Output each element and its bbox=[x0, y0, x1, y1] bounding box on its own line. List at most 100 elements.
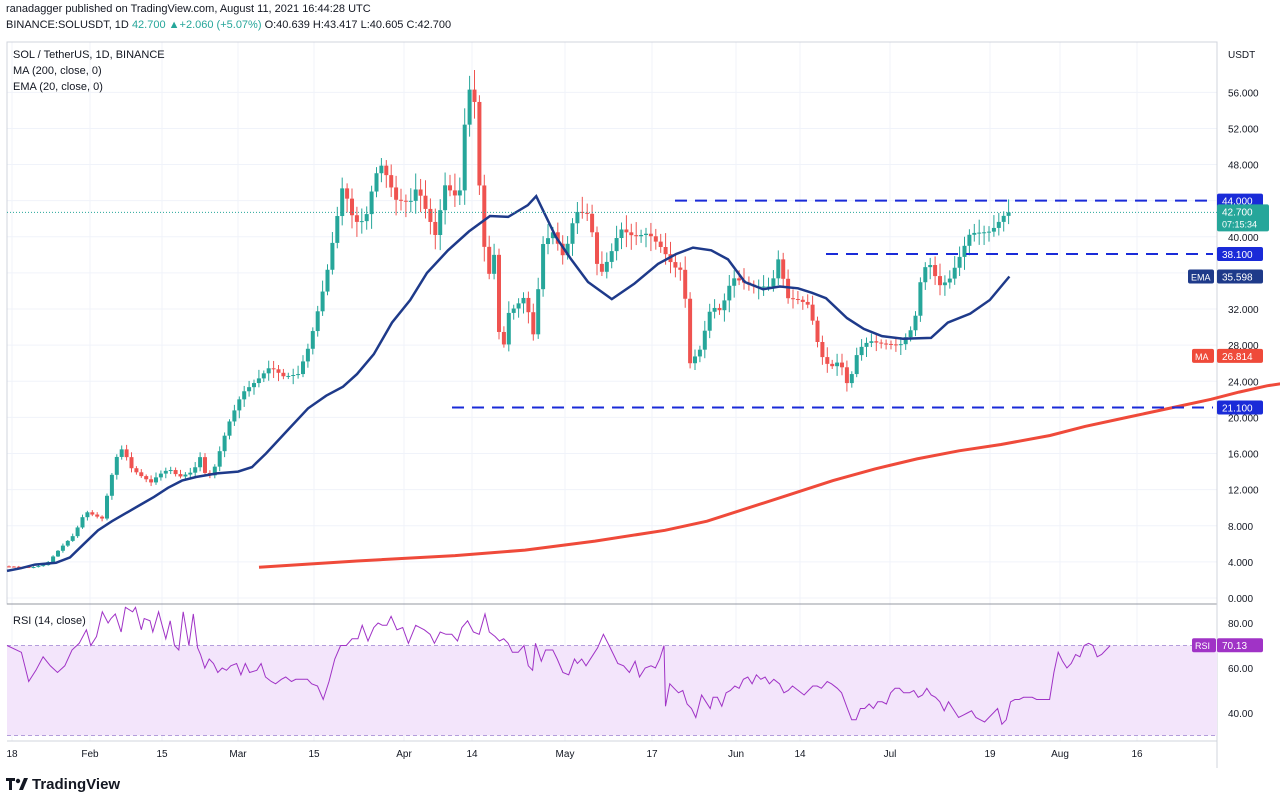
candle-body bbox=[521, 297, 526, 304]
candle-body bbox=[913, 315, 918, 331]
candle-body bbox=[546, 238, 550, 245]
candle-body bbox=[550, 232, 555, 239]
x-tick-label: May bbox=[556, 749, 575, 760]
candle-body bbox=[428, 208, 433, 222]
candle-body bbox=[776, 259, 781, 279]
candle-body bbox=[962, 245, 967, 257]
ma-value-tag bbox=[1217, 348, 1263, 363]
candle-body bbox=[991, 227, 996, 232]
candle-body bbox=[379, 165, 384, 174]
candle-body bbox=[884, 343, 889, 345]
candle-body bbox=[820, 341, 825, 358]
ema-value-text: 35.598 bbox=[1222, 273, 1253, 284]
y-tick-label: 20.000 bbox=[1228, 413, 1259, 424]
last-price: 42.700 bbox=[131, 19, 166, 31]
candle-body bbox=[413, 189, 418, 201]
candle-body bbox=[467, 89, 472, 125]
x-tick-label: 15 bbox=[308, 749, 320, 760]
candle-body bbox=[247, 387, 252, 392]
x-tick-label: 14 bbox=[466, 749, 478, 760]
candle-body bbox=[619, 229, 624, 239]
candle-body bbox=[325, 269, 330, 292]
rsi-tick-label: 80.00 bbox=[1228, 619, 1253, 630]
current-price-text: 42.700 bbox=[1222, 207, 1253, 218]
candle-body bbox=[477, 101, 482, 186]
candle-body bbox=[193, 467, 198, 473]
candle-body bbox=[389, 175, 394, 188]
y-tick-label: 8.000 bbox=[1228, 522, 1253, 533]
ma-200-line bbox=[258, 382, 1280, 569]
candle-body bbox=[7, 566, 11, 568]
candle-body bbox=[364, 214, 369, 222]
candle-body bbox=[418, 189, 423, 196]
candle-body bbox=[188, 472, 193, 475]
candle-body bbox=[271, 368, 276, 370]
candle-body bbox=[1006, 212, 1011, 216]
rsi-value-tag bbox=[1217, 638, 1263, 653]
candle-body bbox=[359, 221, 364, 223]
candle-body bbox=[90, 512, 95, 515]
candle-body bbox=[957, 256, 962, 268]
candle-body bbox=[712, 307, 717, 312]
candle-body bbox=[105, 495, 109, 519]
candle-body bbox=[683, 269, 688, 299]
candle-body bbox=[217, 451, 222, 467]
tv-logo-icon bbox=[6, 778, 28, 790]
candle-body bbox=[384, 165, 389, 176]
y-tick-label: 56.000 bbox=[1228, 88, 1259, 99]
candle-body bbox=[781, 259, 786, 279]
candle-body bbox=[237, 399, 242, 411]
candle-body bbox=[124, 449, 129, 458]
candle-body bbox=[889, 343, 893, 345]
candle-body bbox=[599, 263, 604, 272]
ma-name-tag bbox=[1192, 348, 1214, 363]
price-pane-border bbox=[6, 41, 1218, 605]
x-tick-label: 19 bbox=[984, 749, 996, 760]
candle-body bbox=[560, 243, 565, 256]
candle-body bbox=[879, 342, 884, 344]
candle-body bbox=[482, 185, 487, 247]
candle-body bbox=[16, 566, 21, 568]
candle-body bbox=[492, 254, 497, 274]
candle-body bbox=[173, 470, 178, 475]
candle-body bbox=[129, 457, 134, 469]
candle-body bbox=[203, 457, 207, 473]
level-tag-text: 21.100 bbox=[1222, 403, 1253, 414]
ma-legend: MA (200, close, 0) bbox=[13, 65, 102, 77]
x-tick-label: 18 bbox=[6, 749, 18, 760]
candle-body bbox=[516, 303, 521, 309]
candle-body bbox=[114, 456, 119, 475]
candle-body bbox=[497, 254, 501, 332]
candle-body bbox=[369, 191, 374, 215]
tradingview-logo[interactable]: TradingView bbox=[6, 776, 120, 793]
candle-body bbox=[815, 320, 820, 342]
candle-body bbox=[242, 391, 247, 400]
x-tick-label: Feb bbox=[81, 749, 99, 760]
support-resistance-levels bbox=[7, 199, 1217, 409]
y-tick-label: 24.000 bbox=[1228, 377, 1259, 388]
candle-body bbox=[139, 472, 144, 477]
candle-body bbox=[222, 435, 227, 452]
ema-line-group bbox=[6, 194, 1011, 573]
candle-body bbox=[320, 291, 325, 312]
chart-title: SOL / TetherUS, 1D, BINANCE bbox=[13, 49, 165, 61]
candle-body bbox=[972, 232, 977, 235]
candle-body bbox=[163, 470, 168, 474]
candle-body bbox=[51, 556, 56, 563]
candle-body bbox=[158, 473, 163, 478]
candle-body bbox=[898, 344, 903, 346]
candle-body bbox=[335, 216, 340, 243]
current-price-tag bbox=[1217, 204, 1269, 232]
candle-body bbox=[864, 342, 869, 347]
candle-body bbox=[565, 243, 570, 256]
rsi-line bbox=[6, 606, 1111, 726]
candle-body bbox=[869, 341, 874, 343]
candle-body bbox=[893, 344, 898, 346]
high-value: H:43.417 bbox=[312, 19, 358, 31]
candle-body bbox=[952, 267, 957, 279]
candle-body bbox=[452, 190, 457, 196]
candle-body bbox=[678, 267, 683, 270]
candle-body bbox=[408, 200, 413, 202]
candle-body bbox=[501, 331, 506, 345]
